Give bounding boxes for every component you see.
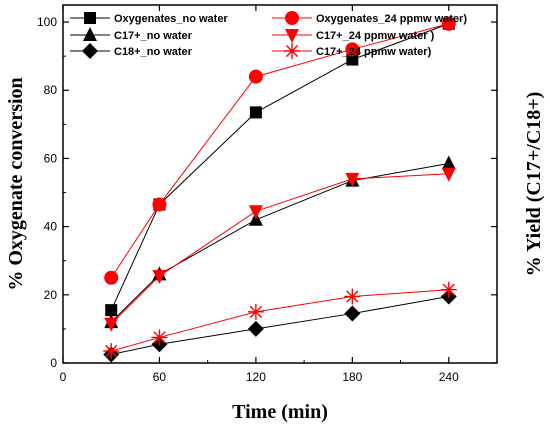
data-point bbox=[152, 270, 167, 285]
legend-label: C18+_no water bbox=[114, 46, 193, 58]
legend-item: Oxygenates_24 ppmw water) bbox=[272, 11, 467, 25]
data-point bbox=[104, 317, 119, 332]
series-2 bbox=[103, 288, 457, 363]
x-tick-label: 60 bbox=[153, 370, 167, 384]
data-point bbox=[105, 304, 118, 317]
data-point bbox=[345, 42, 360, 57]
data-point bbox=[248, 69, 263, 84]
legend-marker bbox=[84, 12, 96, 24]
data-point bbox=[151, 329, 168, 346]
data-point bbox=[441, 16, 456, 31]
legend-marker bbox=[285, 11, 299, 25]
series-4 bbox=[104, 167, 456, 332]
legend-label: C17+_24 ppmw water ) bbox=[316, 30, 435, 42]
legend-label: Oxygenates_24 ppmw water) bbox=[316, 13, 467, 25]
data-point bbox=[247, 303, 264, 320]
legend-marker bbox=[284, 43, 300, 59]
series-line bbox=[110, 173, 449, 325]
y-axis-title: % Oxygenate conversion bbox=[5, 77, 27, 290]
x-tick-label: 120 bbox=[246, 370, 266, 384]
legend-label: C17+_24 ppmw water) bbox=[316, 46, 432, 58]
data-point bbox=[247, 320, 264, 337]
data-point bbox=[440, 281, 457, 298]
plot-frame bbox=[62, 4, 498, 364]
legend-item: Oxygenates_no water bbox=[70, 12, 228, 25]
series-line bbox=[110, 23, 449, 279]
legend-marker bbox=[285, 29, 299, 43]
data-point bbox=[104, 270, 119, 285]
data-point bbox=[249, 106, 262, 119]
series-1 bbox=[104, 155, 456, 329]
x-tick-label: 180 bbox=[342, 370, 362, 384]
x-tick-label: 240 bbox=[439, 370, 459, 384]
legend-label: Oxygenates_no water bbox=[114, 13, 228, 25]
y-tick-label: 60 bbox=[44, 151, 58, 165]
y-tick-label: 40 bbox=[44, 220, 58, 234]
data-point bbox=[345, 172, 360, 187]
y-axis-title-right: % Yield (C17+/C18+) bbox=[523, 92, 545, 277]
data-point bbox=[441, 155, 456, 170]
series-3 bbox=[104, 16, 456, 285]
y-tick-label: 100 bbox=[37, 15, 57, 29]
data-point bbox=[344, 288, 361, 305]
y-tick-label: 0 bbox=[50, 356, 57, 370]
legend-marker bbox=[83, 27, 97, 41]
data-point bbox=[103, 343, 120, 360]
series-line bbox=[110, 23, 449, 311]
series-line bbox=[110, 163, 449, 323]
legend-item: C17+_24 ppmw water ) bbox=[272, 29, 435, 43]
legend-item: C17+_24 ppmw water) bbox=[272, 43, 432, 59]
x-tick-label: 0 bbox=[60, 370, 67, 384]
legend-item: C18+_no water bbox=[70, 43, 193, 59]
legend-marker bbox=[82, 43, 98, 59]
data-point bbox=[441, 167, 456, 182]
y-tick-label: 20 bbox=[44, 288, 58, 302]
data-point bbox=[344, 305, 361, 322]
x-axis-title: Time (min) bbox=[232, 401, 328, 423]
data-point bbox=[346, 53, 359, 66]
legend-item: C17+_no water bbox=[70, 27, 193, 42]
y-tick-label: 80 bbox=[44, 83, 58, 97]
legend-label: C17+_no water bbox=[114, 30, 193, 42]
data-point bbox=[248, 205, 263, 220]
series-5 bbox=[103, 281, 457, 360]
data-point bbox=[152, 197, 167, 212]
